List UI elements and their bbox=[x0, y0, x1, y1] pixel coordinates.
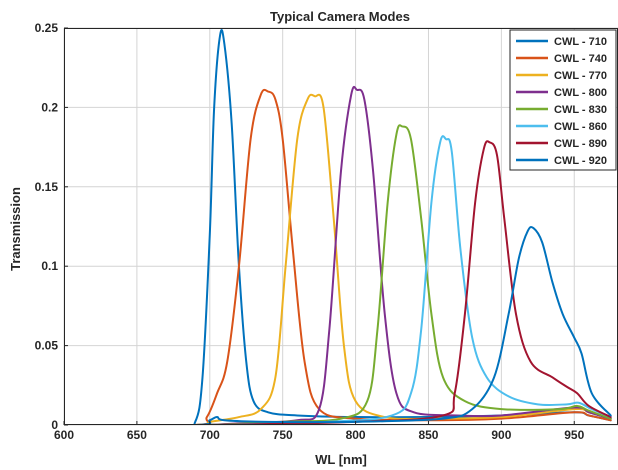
x-tick-label: 700 bbox=[200, 428, 220, 442]
legend-box bbox=[509, 29, 617, 171]
series-line-2 bbox=[64, 88, 612, 425]
x-tick-label: 850 bbox=[418, 428, 438, 442]
x-tick-label: 900 bbox=[491, 428, 511, 442]
legend-entry: CWL - 800 bbox=[554, 87, 607, 99]
grid-lines bbox=[63, 27, 618, 426]
y-tick-label: 0.2 bbox=[41, 100, 58, 114]
x-tick-label: 950 bbox=[564, 428, 584, 442]
series-line-5 bbox=[64, 124, 612, 425]
x-tick-label: 800 bbox=[346, 428, 366, 442]
series-line-3 bbox=[64, 93, 612, 425]
series-line-8 bbox=[64, 225, 612, 425]
chart-title: Typical Camera Modes bbox=[270, 9, 410, 24]
y-tick-label: 0.15 bbox=[35, 180, 59, 194]
x-axis-ticks: 600 650 700 750 800 850 900 950 bbox=[54, 421, 585, 442]
legend-entry: CWL - 710 bbox=[554, 36, 607, 48]
series-line-4 bbox=[64, 85, 612, 425]
x-tick-label: 600 bbox=[54, 428, 74, 442]
y-axis-ticks: 0 0.05 0.1 0.15 0.2 0.25 bbox=[35, 21, 68, 432]
series-line-6 bbox=[64, 135, 612, 425]
legend: CWL - 710 CWL - 740 CWL - 770 CWL - 800 CWL … bbox=[509, 29, 617, 171]
x-tick-label: 650 bbox=[127, 428, 147, 442]
series-lines bbox=[64, 28, 612, 425]
legend-entry: CWL - 830 bbox=[554, 104, 607, 116]
legend-entry: CWL - 890 bbox=[554, 138, 607, 150]
y-tick-label: 0.05 bbox=[35, 339, 59, 353]
legend-entry: CWL - 770 bbox=[554, 70, 607, 82]
y-tick-label: 0.25 bbox=[35, 21, 59, 35]
y-axis-label: Transmission bbox=[8, 187, 23, 271]
legend-entry: CWL - 920 bbox=[554, 155, 607, 167]
legend-entry: CWL - 860 bbox=[554, 121, 607, 133]
x-tick-label: 750 bbox=[273, 428, 293, 442]
y-tick-label: 0 bbox=[51, 418, 58, 432]
x-axis-label: WL [nm] bbox=[315, 452, 367, 467]
y-tick-label: 0.1 bbox=[41, 259, 58, 273]
legend-entry: CWL - 740 bbox=[554, 53, 607, 65]
